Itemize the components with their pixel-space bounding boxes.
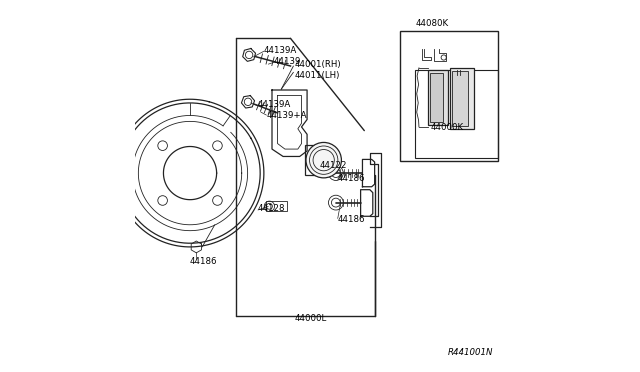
Text: 44080K: 44080K <box>415 19 449 28</box>
Text: 44186: 44186 <box>338 174 365 183</box>
Text: 44139A: 44139A <box>257 100 291 109</box>
Text: 44186: 44186 <box>190 257 218 266</box>
Bar <box>415 70 498 158</box>
Text: 44122: 44122 <box>319 161 347 170</box>
Text: 44139A: 44139A <box>264 46 297 55</box>
Text: 44139: 44139 <box>274 57 301 66</box>
Bar <box>428 70 448 125</box>
Bar <box>450 68 474 129</box>
Text: 44139+A: 44139+A <box>266 110 307 120</box>
Text: 44000K: 44000K <box>431 123 464 132</box>
Bar <box>266 201 287 211</box>
Bar <box>401 31 498 161</box>
Text: 44000L: 44000L <box>294 314 326 323</box>
Bar <box>430 73 443 122</box>
Text: 44011(LH): 44011(LH) <box>294 71 340 80</box>
Bar <box>305 145 328 175</box>
Bar <box>452 71 468 126</box>
Text: 44001(RH): 44001(RH) <box>294 60 340 70</box>
Circle shape <box>306 142 341 178</box>
Text: 44186: 44186 <box>338 215 365 224</box>
Text: R441001N: R441001N <box>448 349 493 357</box>
Text: 44128: 44128 <box>258 204 285 214</box>
